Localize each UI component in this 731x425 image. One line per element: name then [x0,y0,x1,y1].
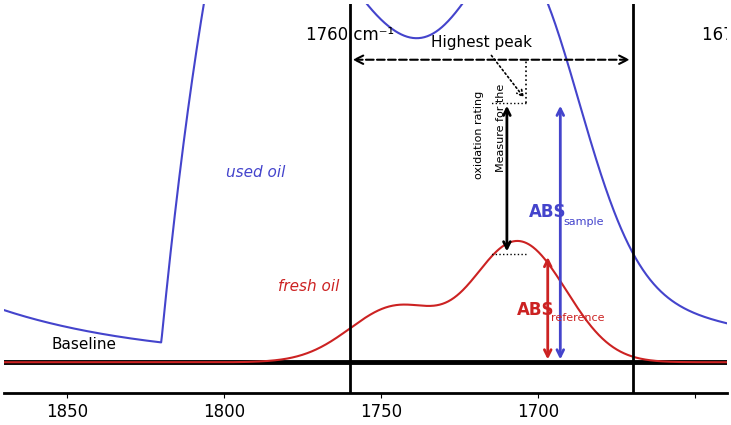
Text: used oil: used oil [226,165,285,180]
Text: sample: sample [564,217,604,227]
Text: 1670 cm: 1670 cm [702,26,731,44]
Text: reference: reference [551,312,605,323]
Text: 1760 cm⁻¹: 1760 cm⁻¹ [306,26,394,44]
Text: fresh oil: fresh oil [279,279,340,294]
Text: ABS: ABS [517,301,554,319]
Text: oxidation rating: oxidation rating [474,91,484,178]
Text: ABS: ABS [529,203,567,221]
Text: Baseline: Baseline [51,337,116,351]
Text: Measure for the: Measure for the [496,84,506,173]
Text: Highest peak: Highest peak [431,35,532,96]
